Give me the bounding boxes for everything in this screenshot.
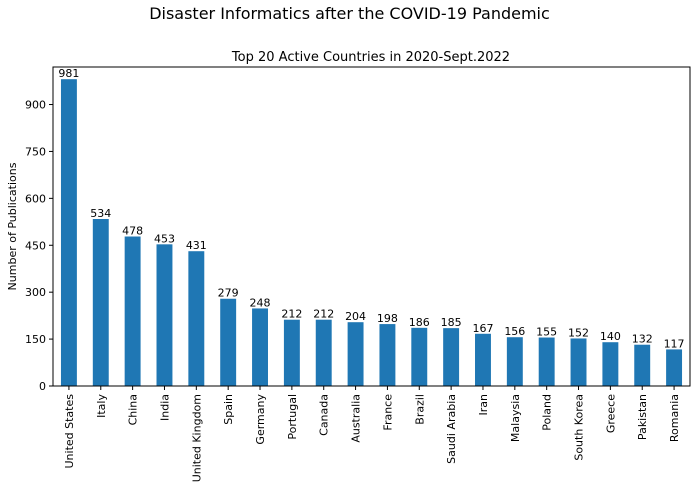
x-tick-label: Saudi Arabia	[445, 394, 458, 464]
figure-suptitle: Disaster Informatics after the COVID-19 …	[149, 4, 550, 23]
bar	[570, 338, 587, 386]
y-tick-label: 450	[25, 239, 46, 252]
y-tick-label: 0	[39, 380, 46, 393]
bar	[188, 251, 205, 386]
bar	[411, 327, 428, 386]
x-tick-label: Malaysia	[509, 394, 522, 442]
x-tick-label: Romania	[668, 394, 681, 442]
x-tick-label: Greece	[604, 394, 617, 433]
bar	[60, 79, 77, 387]
axes-frame	[52, 66, 691, 387]
x-tick-label: Brazil	[413, 394, 426, 425]
bar-value-label: 248	[250, 296, 271, 309]
bar	[315, 319, 332, 386]
x-tick-label: Canada	[318, 394, 331, 436]
bar-value-label: 186	[409, 316, 430, 329]
bar	[506, 337, 523, 386]
bar	[475, 333, 491, 386]
bar	[538, 337, 555, 386]
bar	[220, 298, 237, 386]
bar-value-label: 212	[313, 308, 334, 321]
bar-value-label: 279	[218, 287, 239, 300]
y-axis-label: Number of Publications	[6, 162, 19, 290]
x-tick-label: Spain	[222, 394, 235, 425]
bar	[379, 324, 396, 386]
x-tick-label: Germany	[254, 394, 267, 445]
bar-value-label: 167	[472, 322, 493, 335]
bar	[443, 328, 460, 386]
bar-value-label: 478	[122, 225, 143, 238]
x-axis-ticks: United States Italy China India United Kingd…	[63, 386, 681, 482]
y-tick-label: 300	[25, 286, 46, 299]
x-tick-label: Iran	[477, 394, 490, 416]
bar	[92, 218, 109, 386]
bar	[252, 308, 268, 386]
bar-value-label: 453	[154, 232, 175, 245]
bar	[156, 244, 173, 386]
y-tick-label: 150	[25, 333, 46, 346]
bar	[666, 349, 683, 386]
x-tick-label: South Korea	[573, 394, 586, 461]
bar	[124, 236, 141, 386]
bar-value-label: 140	[600, 330, 621, 343]
x-tick-label: France	[381, 394, 394, 431]
x-tick-label: China	[127, 394, 140, 425]
y-axis-ticks: 0 150 300 450 600 750 900	[25, 99, 53, 393]
y-tick-label: 900	[25, 99, 46, 112]
y-tick-label: 600	[25, 192, 46, 205]
bar-value-label: 152	[568, 326, 589, 339]
bar-value-labels: 981 534 478 453 431 279 248 212 212 204 198 186 185 1…	[58, 67, 684, 350]
bar-value-label: 212	[281, 308, 302, 321]
chart-title: Top 20 Active Countries in 2020-Sept.202…	[231, 50, 510, 65]
bar-value-label: 431	[186, 239, 207, 252]
bar-value-label: 198	[377, 312, 398, 325]
x-tick-label: Pakistan	[636, 394, 649, 440]
bar-value-label: 117	[664, 337, 685, 350]
x-tick-label: Portugal	[286, 394, 299, 440]
bar	[634, 344, 651, 386]
bar-value-label: 981	[58, 67, 79, 80]
bar	[283, 319, 300, 386]
x-tick-label: United States	[63, 394, 76, 469]
bars	[60, 79, 683, 387]
bar-value-label: 132	[632, 333, 653, 346]
bar-value-label: 534	[90, 207, 111, 220]
bar-value-label: 185	[441, 316, 462, 329]
bar-value-label: 155	[536, 326, 557, 339]
x-tick-label: India	[158, 394, 171, 421]
x-tick-label: Italy	[95, 394, 108, 418]
bar	[347, 322, 364, 386]
bar-value-label: 204	[345, 310, 366, 323]
x-tick-label: Australia	[350, 394, 363, 443]
y-tick-label: 750	[25, 145, 46, 158]
x-tick-label: Poland	[541, 394, 554, 431]
bar-value-label: 156	[504, 325, 525, 338]
x-tick-label: United Kingdom	[190, 394, 203, 482]
bar	[602, 342, 619, 386]
